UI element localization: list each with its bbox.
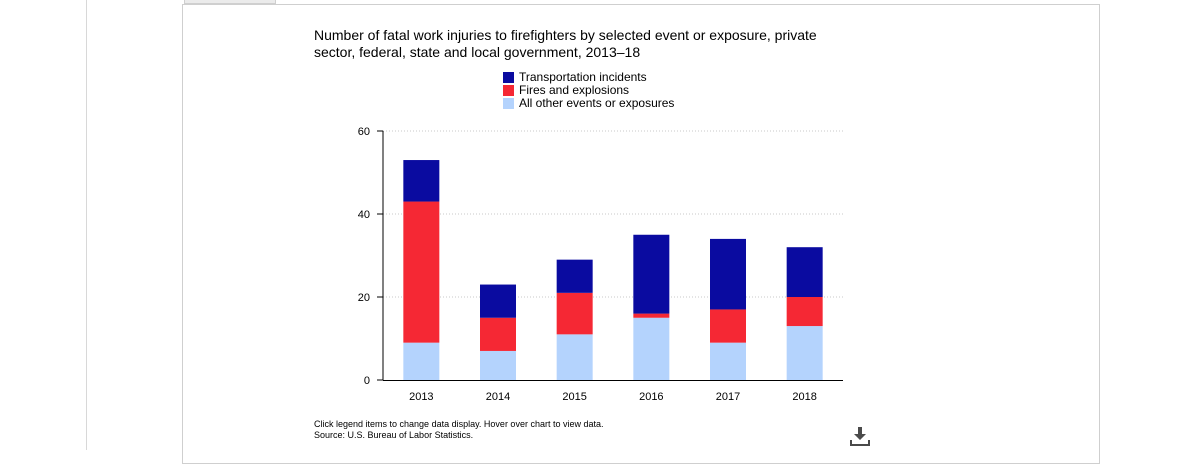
bar-segment[interactable] [556, 259, 593, 293]
chart-legend: Transportation incidents Fires and explo… [503, 71, 674, 110]
x-tick-label: 2016 [639, 391, 663, 403]
y-tick-label: 0 [364, 375, 370, 387]
page-left-rule [86, 0, 87, 450]
bar-segment[interactable] [403, 201, 440, 343]
bar-segment[interactable] [633, 313, 670, 318]
x-tick-label: 2017 [716, 391, 740, 403]
legend-label-other: All other events or exposures [519, 96, 675, 110]
bar-segment[interactable] [480, 317, 516, 351]
chart-panel [182, 4, 1100, 464]
chart-instructions: Click legend items to change data displa… [314, 419, 604, 429]
chart-footnote: Click legend items to change data displa… [314, 419, 603, 441]
bar-segment[interactable] [633, 317, 670, 380]
bar-segment[interactable] [556, 334, 593, 380]
bar-segment[interactable] [480, 350, 516, 380]
legend-label-fires: Fires and explosions [519, 83, 630, 97]
bar-segment[interactable] [710, 309, 746, 343]
y-tick-label: 20 [358, 292, 370, 304]
x-tick-label: 2013 [409, 391, 433, 403]
x-tick-label: 2018 [792, 391, 816, 403]
legend-item-fires[interactable]: Fires and explosions [503, 84, 674, 97]
panel-tab[interactable] [184, 0, 276, 4]
chart-source: Source: U.S. Bureau of Labor Statistics. [314, 430, 474, 440]
legend-label-transportation: Transportation incidents [519, 70, 647, 84]
download-icon [850, 427, 870, 446]
legend-swatch-transportation [503, 72, 514, 83]
x-tick-label: 2015 [562, 391, 586, 403]
bar-segment[interactable] [556, 292, 593, 335]
legend-item-other[interactable]: All other events or exposures [503, 97, 674, 110]
chart-title: Number of fatal work injuries to firefig… [314, 27, 817, 60]
bar-segment[interactable] [403, 342, 440, 380]
bar-segment[interactable] [710, 342, 746, 380]
bar-segment[interactable] [786, 297, 823, 327]
bar-segment[interactable] [786, 247, 823, 297]
download-button[interactable] [848, 424, 872, 448]
legend-swatch-other [503, 98, 514, 109]
legend-swatch-fires [503, 85, 514, 96]
x-tick-label: 2014 [486, 391, 510, 403]
y-tick-label: 60 [358, 126, 370, 138]
legend-item-transportation[interactable]: Transportation incidents [503, 71, 674, 84]
bar-segment[interactable] [403, 160, 440, 202]
bar-segment[interactable] [786, 326, 823, 380]
stacked-bar-chart[interactable]: 0 20 40 60 2013 2014 2015 2016 2017 2018 [0, 0, 1192, 450]
bar-segment[interactable] [633, 234, 670, 314]
bar-segment[interactable] [480, 284, 516, 318]
bar-segment[interactable] [710, 238, 746, 310]
y-tick-label: 40 [358, 209, 370, 221]
